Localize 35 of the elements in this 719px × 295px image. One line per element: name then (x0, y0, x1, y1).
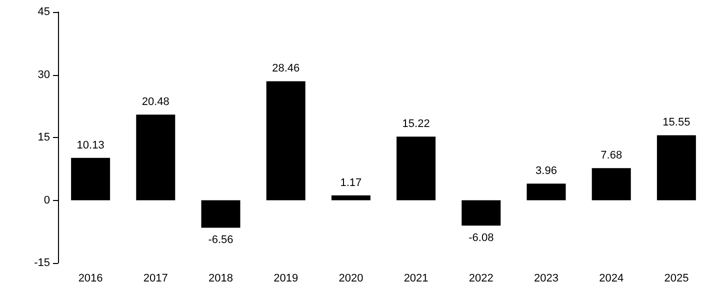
bar (71, 158, 110, 200)
data-label: -6.08 (468, 232, 494, 244)
x-tick-label: 2017 (143, 272, 168, 284)
data-label: 3.96 (536, 165, 557, 178)
data-label: -6.56 (208, 234, 234, 246)
data-label: 28.46 (272, 62, 300, 75)
y-tick-label: -15 (34, 257, 50, 269)
bar (656, 135, 696, 200)
data-label: 10.13 (76, 139, 104, 152)
x-tick-label: 2020 (338, 272, 364, 284)
x-tick-label: 2021 (404, 272, 428, 284)
y-tick-label: 15 (38, 132, 50, 144)
x-tick-label: 2018 (208, 272, 233, 284)
data-label: 15.55 (662, 116, 690, 129)
data-label: 1.17 (340, 176, 362, 189)
x-tick-label: 2024 (599, 272, 624, 284)
bar (396, 136, 436, 200)
x-tick-label: 2023 (534, 272, 558, 284)
data-label: 20.48 (142, 96, 170, 108)
bar (201, 200, 240, 228)
bar (526, 184, 566, 200)
bar (266, 81, 306, 200)
x-tick-label: 2025 (664, 272, 689, 284)
y-tick-label: 0 (44, 194, 50, 206)
data-label: 15.22 (402, 118, 430, 130)
bar (136, 114, 176, 200)
bar (331, 195, 370, 200)
data-label: 7.68 (600, 150, 622, 162)
y-tick-label: 30 (38, 68, 50, 81)
x-tick-label: 2019 (274, 272, 298, 284)
bar (592, 168, 631, 200)
y-tick-label: 45 (38, 6, 50, 18)
bar (462, 200, 501, 226)
x-tick-label: 2022 (468, 272, 494, 284)
x-tick-label: 2016 (78, 272, 103, 284)
